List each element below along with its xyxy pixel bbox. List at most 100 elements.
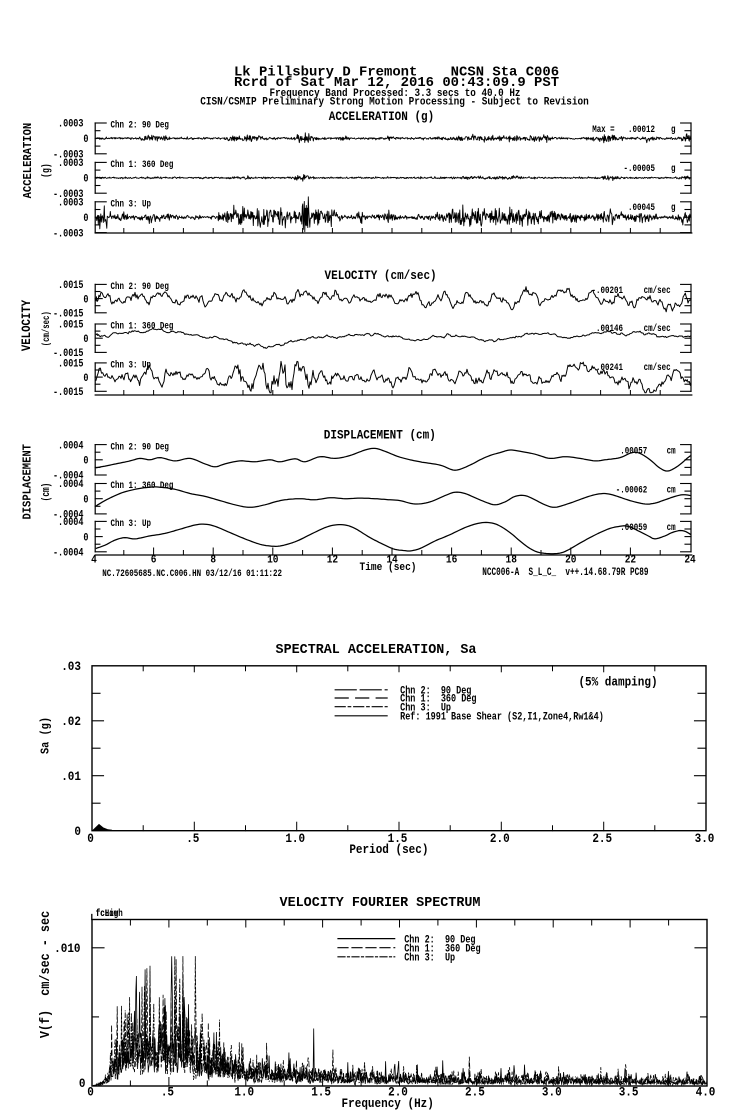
svg-text:Chn 3: Up: Chn 3: Up [400,701,451,713]
svg-text:0: 0 [83,133,88,145]
svg-text:(cm/sec): (cm/sec) [41,311,53,346]
svg-text:g: g [671,201,675,214]
svg-text:0: 0 [87,831,94,846]
svg-text:.0003: .0003 [58,118,83,130]
svg-text:18: 18 [506,554,517,567]
svg-text:cm: cm [667,483,676,496]
svg-text:.0015: .0015 [58,358,83,370]
svg-text:Period (sec): Period (sec) [349,842,428,857]
svg-text:-.0004: -.0004 [53,470,84,482]
svg-text:3.0: 3.0 [695,831,715,846]
svg-text:-.00005: -.00005 [624,162,655,175]
svg-text:Chn 2: 90 Deg: Chn 2: 90 Deg [111,118,169,131]
svg-text:.00045: .00045 [628,201,655,214]
svg-text:.0015: .0015 [58,319,83,331]
svg-text:Chn 1: 360 Deg: Chn 1: 360 Deg [400,693,476,705]
svg-text:Chn 3: Up: Chn 3: Up [111,517,152,530]
svg-text:16: 16 [446,554,457,567]
svg-text:.0004: .0004 [58,516,83,528]
svg-text:.0003: .0003 [58,157,83,169]
svg-text:cm/sec: cm/sec [644,361,671,374]
svg-text:ACCELERATION: ACCELERATION [21,123,35,199]
svg-text:cm/sec: cm/sec [644,284,671,297]
svg-text:2.5: 2.5 [465,1085,485,1100]
svg-text:4: 4 [91,554,97,567]
svg-text:.00146: .00146 [596,322,623,335]
svg-text:-.00201: -.00201 [592,284,624,297]
svg-text:2.0: 2.0 [388,1085,408,1100]
svg-text:fcHigh: fcHigh [96,907,123,920]
svg-text:Frequency Band Processed: 3.3: Frequency Band Processed: 3.3 secs to 40… [270,87,521,100]
svg-text:22: 22 [625,554,636,567]
svg-text:-.0003: -.0003 [53,227,84,239]
svg-text:1.0: 1.0 [234,1085,254,1100]
svg-text:(g): (g) [40,163,52,178]
svg-text:.0003: .0003 [58,196,83,208]
svg-text:0: 0 [83,493,88,505]
svg-text:10: 10 [267,554,278,567]
svg-text:.0015: .0015 [58,279,83,291]
svg-text:.02: .02 [61,714,81,729]
svg-text:Chn 2: 90 Deg: Chn 2: 90 Deg [111,440,169,453]
svg-text:-.0004: -.0004 [53,509,84,521]
svg-text:-.0015: -.0015 [53,347,84,359]
svg-text:ACCELERATION (g): ACCELERATION (g) [329,109,434,124]
svg-text:.01: .01 [61,769,81,784]
svg-text:fcLow: fcLow [96,907,119,920]
svg-text:1.5: 1.5 [311,1085,331,1100]
svg-text:Lk Pillsbury D Fremont NCSN: Lk Pillsbury D Fremont NCSN Sta C006 [234,65,559,81]
svg-text:NC.72605685.NC.C006.HN 03/12/1: NC.72605685.NC.C006.HN 03/12/16 01:11:22 [102,567,282,580]
svg-text:4.0: 4.0 [696,1085,716,1100]
svg-text:0: 0 [83,212,88,224]
svg-text:20: 20 [565,554,576,567]
svg-text:0: 0 [83,531,88,543]
svg-text:Sa (g): Sa (g) [40,717,53,754]
svg-text:Chn 1: 360 Deg: Chn 1: 360 Deg [111,158,174,171]
svg-text:-.0004: -.0004 [53,546,84,558]
svg-text:.03: .03 [61,659,81,674]
svg-text:(5% damping): (5% damping) [578,675,657,690]
svg-text:0: 0 [83,454,88,466]
svg-text:0: 0 [74,824,81,839]
svg-text:3.5: 3.5 [619,1085,639,1100]
svg-text:VELOCITY (cm/sec): VELOCITY (cm/sec) [325,268,437,283]
svg-text:3.0: 3.0 [542,1085,562,1100]
svg-text:24: 24 [684,554,695,567]
svg-text:1.5: 1.5 [388,831,408,846]
svg-text:.5: .5 [186,831,199,846]
svg-text:.0004: .0004 [58,439,83,451]
svg-text:VELOCITY: VELOCITY [19,300,34,351]
svg-text:.010: .010 [54,941,80,956]
svg-text:-.00062: -.00062 [616,483,647,496]
svg-text:cm: cm [667,444,676,457]
svg-text:Chn 3: Up: Chn 3: Up [111,358,152,371]
svg-text:DISPLACEMENT: DISPLACEMENT [21,444,35,520]
svg-text:Rcrd of Sat Mar 12, 2016 00:43: Rcrd of Sat Mar 12, 2016 00:43:09.9 PST [234,75,559,91]
svg-text:NCC006-A S_L_C_ v++.14.68.79: NCC006-A S_L_C_ v++.14.68.79R PC89 [482,566,649,579]
svg-text:Ref: 1991 Base Shear (S2,I1,Zo: Ref: 1991 Base Shear (S2,I1,Zone4,Rw1&4) [400,710,604,722]
svg-text:g: g [671,162,675,175]
svg-text:Chn 3: Up: Chn 3: Up [404,951,455,963]
svg-text:2.5: 2.5 [592,831,612,846]
svg-text:Chn 2: 90 Deg: Chn 2: 90 Deg [111,280,169,293]
svg-text:0: 0 [83,372,88,384]
svg-text:cm: cm [667,521,676,534]
svg-text:.0004: .0004 [58,478,83,490]
svg-text:SPECTRAL ACCELERATION, Sa: SPECTRAL ACCELERATION, Sa [276,643,477,658]
svg-text:CISN/CSMIP Preliminary Strong: CISN/CSMIP Preliminary Strong Motion Pro… [200,96,588,109]
svg-text:Chn 3: Up: Chn 3: Up [111,197,152,210]
svg-text:g: g [671,123,675,136]
svg-text:8: 8 [210,554,216,567]
svg-text:cm/sec: cm/sec [644,322,671,335]
svg-text:(cm): (cm) [40,483,53,502]
svg-text:Max =: Max = [592,123,615,136]
svg-text:Chn 1: 360 Deg: Chn 1: 360 Deg [111,479,174,492]
svg-text:V(f) cm/sec - sec: V(f) cm/sec - sec [37,911,53,1038]
svg-text:DISPLACEMENT (cm): DISPLACEMENT (cm) [324,428,436,443]
svg-text:0: 0 [83,333,88,345]
svg-text:0: 0 [87,1085,94,1100]
svg-text:VELOCITY FOURIER SPECTRUM: VELOCITY FOURIER SPECTRUM [280,896,481,911]
svg-text:.00241: .00241 [596,361,623,374]
svg-text:-.0015: -.0015 [53,307,84,319]
svg-text:Time (sec): Time (sec) [360,561,417,574]
